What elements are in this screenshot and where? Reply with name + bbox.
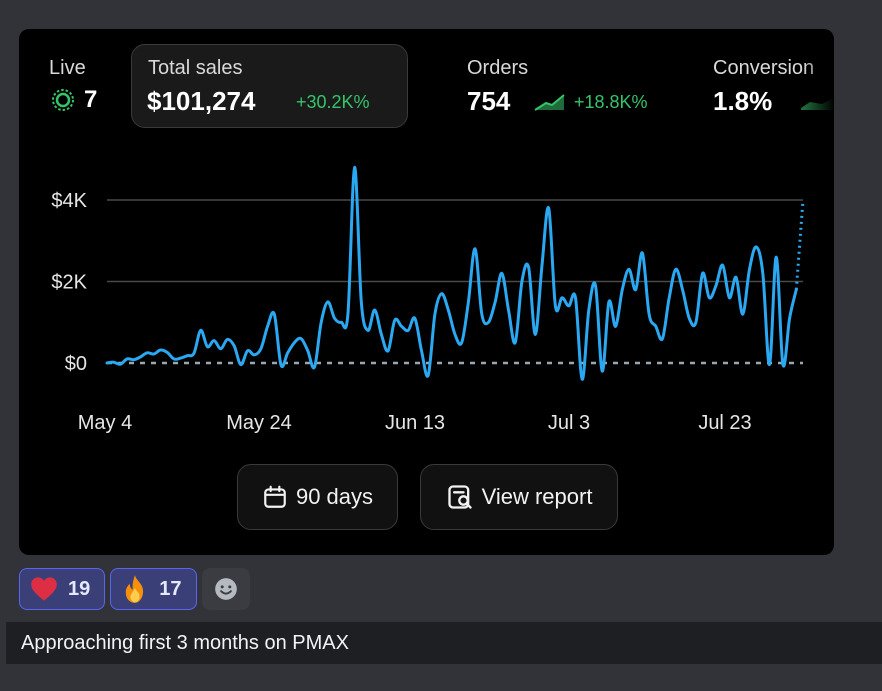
x-tick-label: May 4 (78, 412, 132, 434)
live-label: Live (49, 57, 86, 79)
heart-icon (31, 577, 57, 601)
orders-sparkline-icon (534, 94, 565, 111)
y-tick-label: $4K (51, 190, 87, 212)
view-report-label: View report (481, 484, 593, 509)
calendar-icon (264, 485, 286, 508)
x-axis-ticks: May 4 May 24 Jun 13 Jul 3 Jul 23 (78, 412, 752, 434)
total-sales-label: Total sales (148, 57, 243, 79)
conversion-value: 1.8% (713, 86, 773, 116)
orders-value: 754 (467, 86, 511, 116)
live-count: 7 (84, 86, 98, 113)
total-sales-tile[interactable] (131, 44, 408, 128)
orders-label: Orders (467, 57, 529, 79)
date-range-button[interactable]: 90 days (237, 464, 398, 530)
date-range-label: 90 days (295, 484, 374, 509)
reaction-fire[interactable]: 17 (110, 568, 197, 610)
total-sales-delta: +30.2K% (296, 92, 370, 112)
fire-icon (126, 575, 144, 603)
reaction-heart-count: 19 (68, 577, 91, 600)
reaction-bar: 19 17 (19, 568, 250, 610)
analytics-card: Live 7 Total sales $101,274 +30.2K% Orde… (19, 29, 834, 555)
conversion-label: Conversion (713, 57, 815, 79)
total-sales-value: $101,274 (147, 86, 256, 116)
x-tick-label: Jul 23 (698, 412, 751, 434)
message-text: Approaching first 3 months on PMAX (6, 622, 882, 664)
x-tick-label: May 24 (226, 412, 292, 434)
x-tick-label: Jul 3 (548, 412, 590, 434)
y-tick-label: $0 (65, 353, 87, 375)
x-tick-label: Jun 13 (385, 412, 445, 434)
view-report-button[interactable]: View report (420, 464, 618, 530)
sales-series-line (105, 165, 798, 381)
chart-grid (107, 199, 803, 283)
live-pulse-icon (52, 89, 74, 111)
add-reaction-button[interactable] (201, 568, 250, 610)
orders-delta: +18.8K% (574, 92, 648, 112)
smiley-icon (214, 578, 237, 600)
reaction-heart[interactable]: 19 (19, 568, 106, 610)
reaction-fire-count: 17 (159, 577, 182, 600)
report-search-icon (447, 485, 472, 509)
y-axis-ticks: $0 $2K $4K (51, 190, 87, 375)
stats-fade (804, 49, 834, 129)
y-tick-label: $2K (51, 272, 87, 294)
sales-chart[interactable]: $0 $2K $4K May 4 May 24 Jun 13 Jul 3 Jul 23 (19, 29, 834, 439)
sales-series-projection (794, 199, 805, 290)
